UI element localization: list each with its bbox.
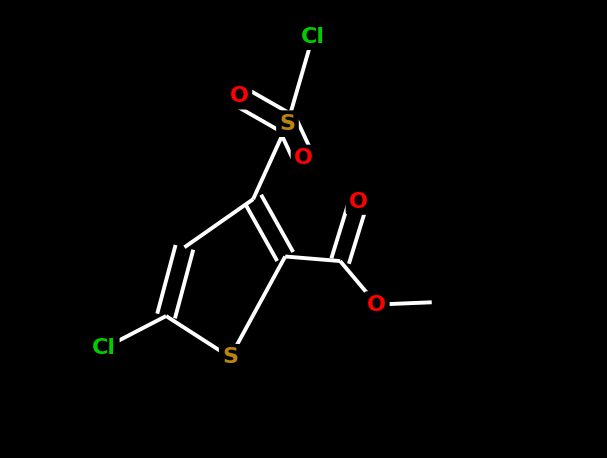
Text: S: S [279,114,296,134]
Text: O: O [294,148,313,168]
Text: Cl: Cl [300,27,325,47]
Text: Cl: Cl [92,338,117,358]
Text: S: S [222,347,238,367]
Text: O: O [367,294,386,315]
Text: O: O [230,86,249,106]
Text: O: O [349,191,368,212]
